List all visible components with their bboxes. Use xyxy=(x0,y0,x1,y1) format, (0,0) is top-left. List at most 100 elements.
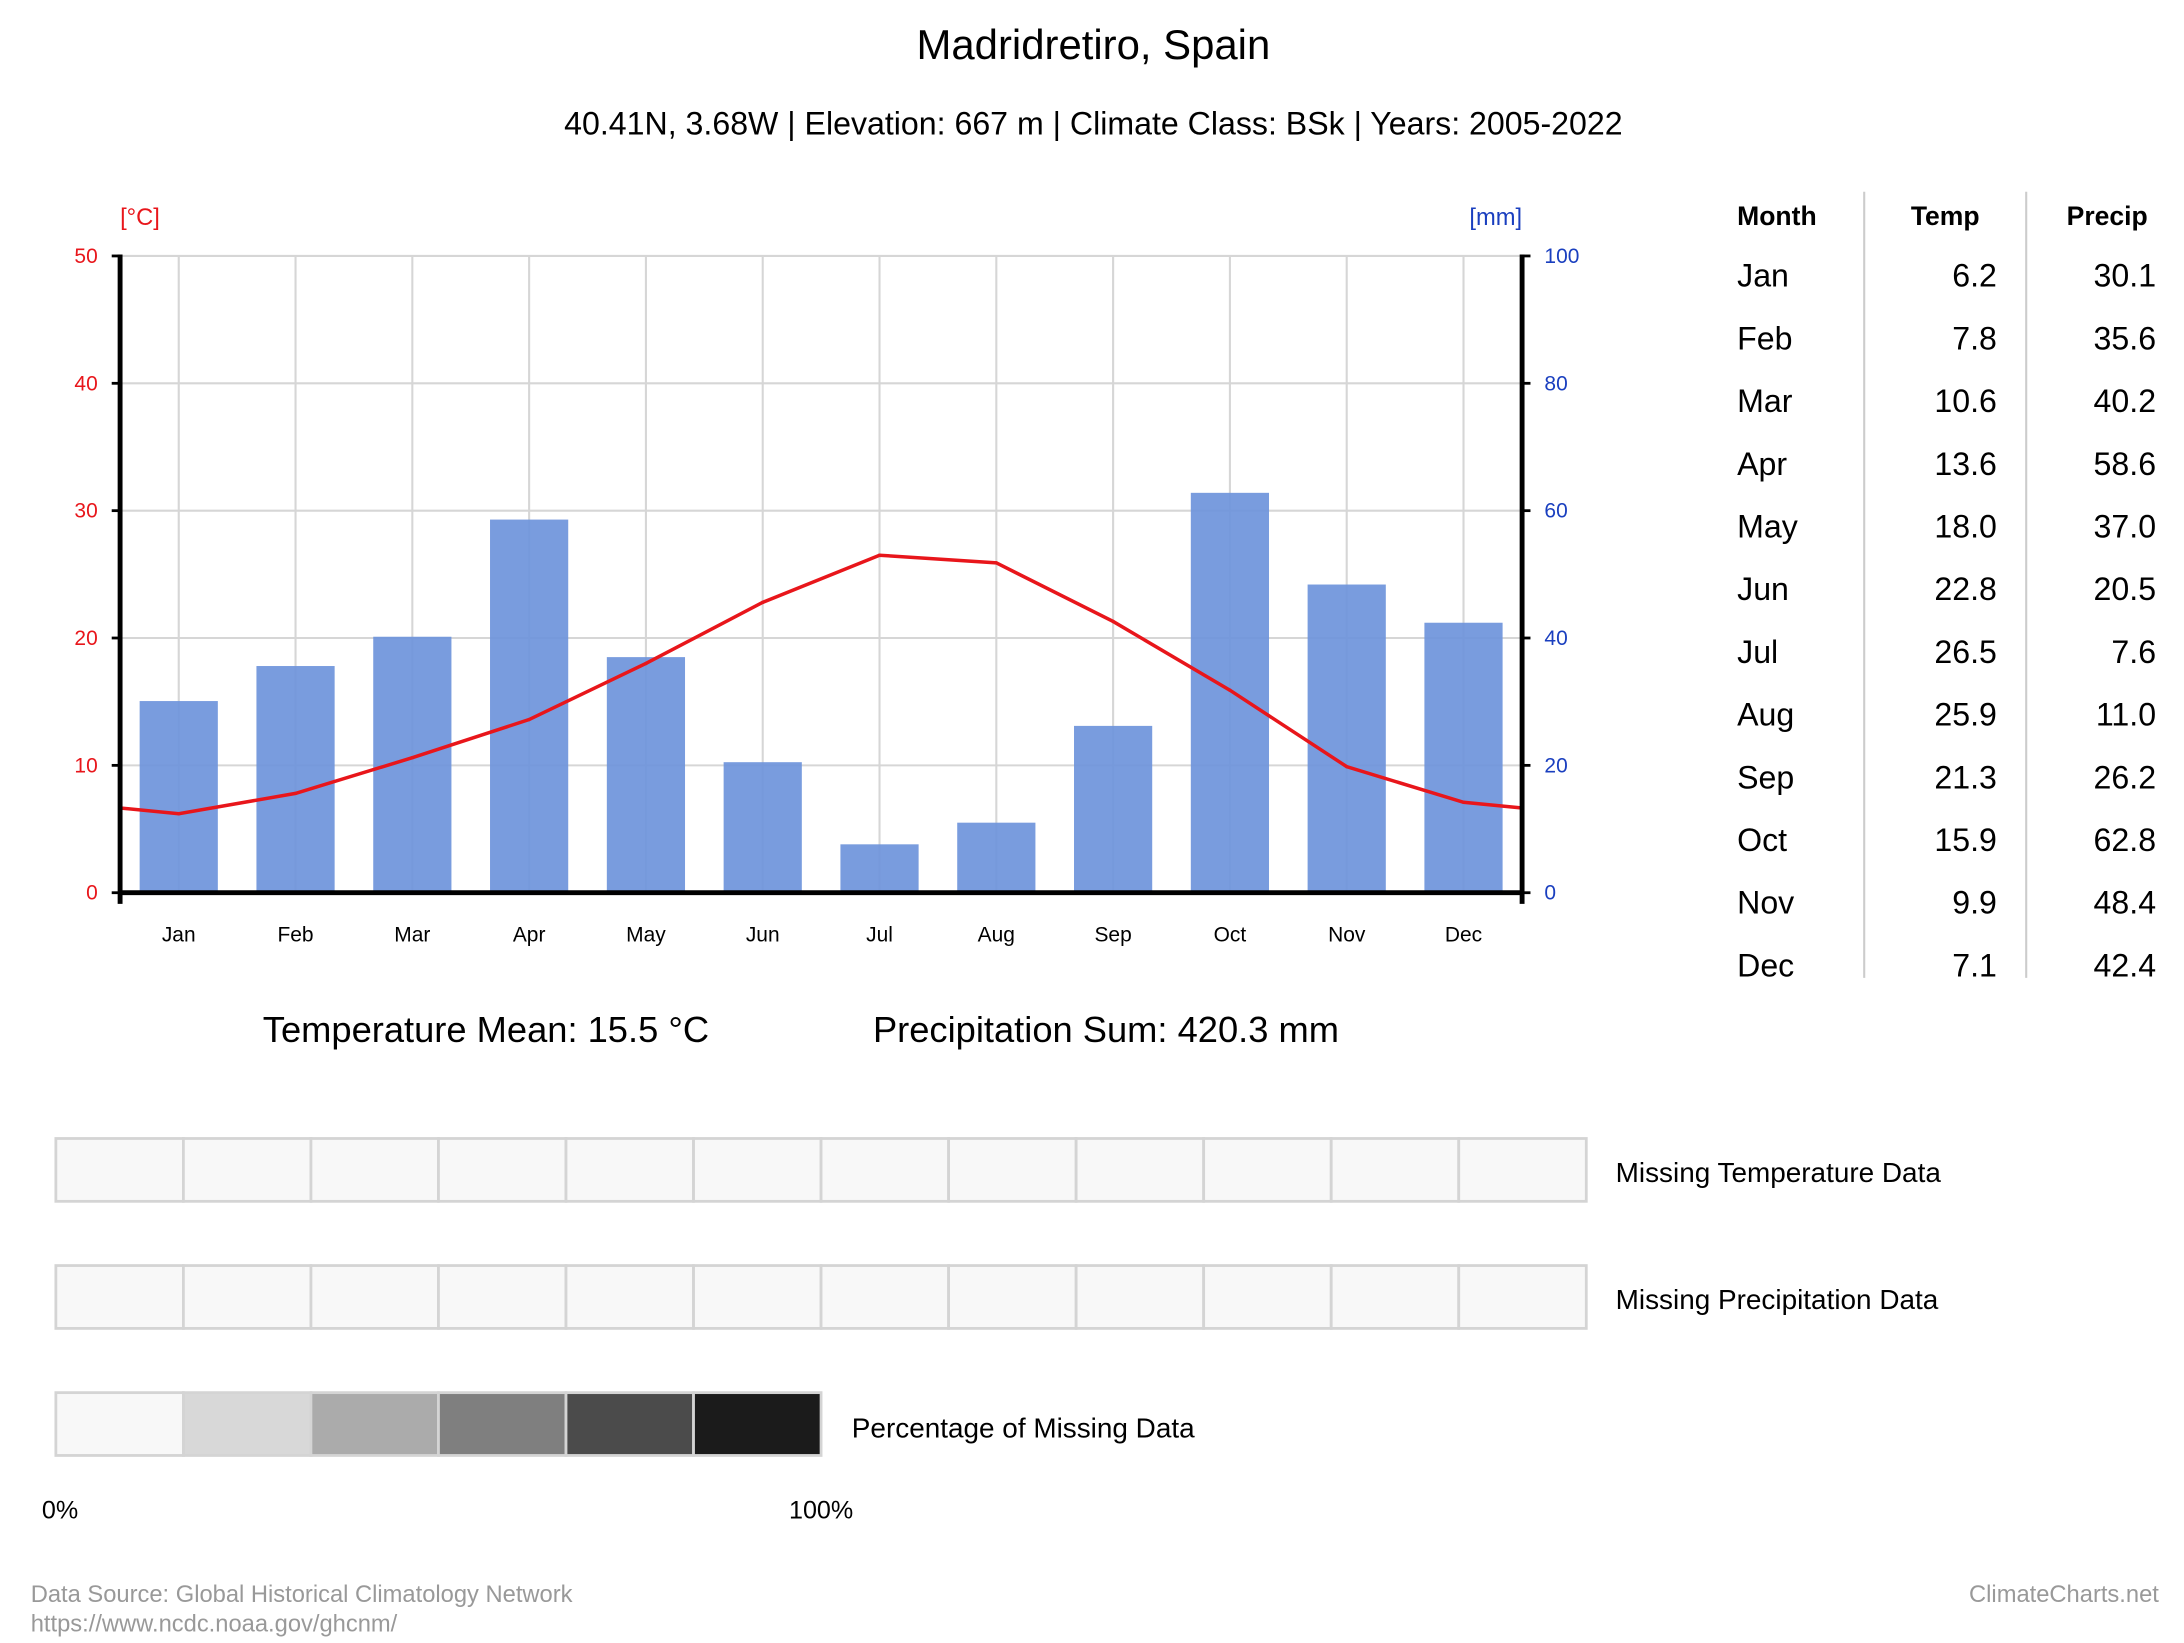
data-source: Data Source: Global Historical Climatolo… xyxy=(31,1582,573,1608)
precip-bar xyxy=(256,666,335,893)
missing-temp-cell xyxy=(564,1137,695,1203)
missing-precip-label: Missing Precipitation Data xyxy=(1616,1284,1939,1315)
brand-link[interactable]: ClimateCharts.net xyxy=(1969,1582,2159,1608)
precip-bar xyxy=(723,762,802,893)
x-tick-label: May xyxy=(626,924,666,947)
table-header: Month xyxy=(1737,201,1817,231)
missing-temp-cell xyxy=(1202,1137,1333,1203)
missing-temp-cell xyxy=(1074,1137,1206,1203)
missing-precip-cell xyxy=(54,1264,185,1330)
table-cell: 13.6 xyxy=(1934,446,1997,482)
x-tick-label: Jul xyxy=(866,924,893,947)
table-cell: 58.6 xyxy=(2094,446,2157,482)
table-cell: Jun xyxy=(1737,571,1789,607)
legend-max-label: 100% xyxy=(789,1496,853,1524)
table-cell: 62.8 xyxy=(2094,822,2157,858)
y-right-tick-label: 80 xyxy=(1544,372,1567,395)
climate-table: Month Temp Precip Jan 6.2 30.1 Feb 7.8 35.6 Mar 10… xyxy=(1737,191,2157,983)
table-cell: Mar xyxy=(1737,383,1793,419)
missing-precip-cell xyxy=(692,1264,823,1330)
missing-legend-swatch xyxy=(564,1391,695,1457)
missing-precip-cell xyxy=(1329,1264,1461,1330)
x-tick-label: Sep xyxy=(1094,924,1131,947)
x-tick-label: Feb xyxy=(277,924,313,947)
page-subtitle: 40.41N, 3.68W | Elevation: 667 m | Clima… xyxy=(564,105,1622,141)
precip-bar xyxy=(606,657,686,893)
x-tick-label: Apr xyxy=(513,924,546,947)
y-left-tick-label: 30 xyxy=(74,500,97,523)
x-tick-label: Oct xyxy=(1214,924,1247,947)
temperature-point xyxy=(994,561,998,565)
y-left-axis-label: [°C] xyxy=(120,205,160,231)
precip-bar xyxy=(1074,725,1153,893)
table-cell: Nov xyxy=(1737,885,1794,921)
precip-bar xyxy=(957,822,1036,893)
missing-temp-cell xyxy=(54,1137,185,1203)
climate-plot: [°C] [mm] 0 10 20 30 40 50 0 20 40 60 80 100 Jan Feb M… xyxy=(74,205,1579,946)
missing-precip-cell xyxy=(947,1264,1078,1330)
y-left-tick-label: 50 xyxy=(74,245,97,268)
precipitation-sum: Precipitation Sum: 420.3 mm xyxy=(873,1009,1339,1050)
y-left-tick-label: 20 xyxy=(74,627,97,650)
table-cell: 7.6 xyxy=(2111,634,2156,670)
missing-temp-cell xyxy=(692,1137,823,1203)
temperature-point xyxy=(293,791,298,796)
table-cell: 35.6 xyxy=(2094,320,2157,356)
missing-data-section xyxy=(54,1137,1588,1457)
table-cell: 48.4 xyxy=(2094,885,2157,921)
precip-bar xyxy=(1307,584,1386,893)
temperature-line xyxy=(119,553,1523,816)
table-cell: 30.1 xyxy=(2094,258,2157,294)
table-cell: Jul xyxy=(1737,634,1778,670)
missing-temp-cell xyxy=(181,1137,313,1203)
temperature-point xyxy=(877,553,882,557)
temperature-point xyxy=(1461,800,1466,804)
table-cell: 6.2 xyxy=(1952,258,1997,294)
missing-legend-swatch xyxy=(437,1391,568,1457)
page-title: Madridretiro, Spain xyxy=(917,21,1271,68)
table-cell: 20.5 xyxy=(2094,571,2157,607)
missing-precip-cell xyxy=(564,1264,695,1330)
x-tick-label: Nov xyxy=(1328,924,1366,947)
y-left-tick-label: 40 xyxy=(74,372,97,395)
table-cell: Dec xyxy=(1737,947,1794,983)
y-right-tick-label: 60 xyxy=(1544,500,1567,523)
table-cell: 21.3 xyxy=(1934,759,1997,795)
y-right-tick-label: 20 xyxy=(1544,754,1567,777)
missing-temp-cell xyxy=(309,1137,440,1203)
temperature-point xyxy=(1345,764,1349,769)
table-cell: 15.9 xyxy=(1934,822,1997,858)
table-cell: Feb xyxy=(1737,320,1792,356)
missing-precip-cell xyxy=(181,1264,313,1330)
temperature-mean: Temperature Mean: 15.5 °C xyxy=(263,1009,709,1050)
missing-precip-cell xyxy=(819,1264,950,1330)
table-cell: Aug xyxy=(1737,697,1794,733)
missing-temp-cell xyxy=(1329,1137,1461,1203)
x-tick-label: Mar xyxy=(394,924,430,947)
temperature-point xyxy=(177,812,181,816)
table-cell: 7.1 xyxy=(1952,947,1997,983)
missing-precip-cell xyxy=(1202,1264,1333,1330)
missing-precip-cell xyxy=(309,1264,440,1330)
y-right-tick-label: 40 xyxy=(1544,627,1567,650)
y-right-tick-label: 100 xyxy=(1544,245,1579,268)
table-cell: Jan xyxy=(1737,258,1789,294)
y-left-tick-label: 0 xyxy=(86,882,98,905)
y-right-tick-label: 0 xyxy=(1544,882,1556,905)
temperature-point xyxy=(644,661,648,666)
missing-temp-cell xyxy=(437,1137,568,1203)
table-cell: 40.2 xyxy=(2094,383,2157,419)
table-cell: 26.5 xyxy=(1934,634,1997,670)
table-cell: Sep xyxy=(1737,759,1794,795)
precip-bar xyxy=(139,701,218,893)
table-cell: 11.0 xyxy=(2096,697,2156,733)
precip-bar xyxy=(1190,492,1270,893)
x-tick-label: Dec xyxy=(1445,924,1482,947)
table-cell: 9.9 xyxy=(1952,885,1997,921)
y-left-tick-label: 10 xyxy=(74,754,97,777)
table-header: Temp xyxy=(1911,201,1980,231)
x-tick-label: Jan xyxy=(162,924,196,947)
missing-temp-cell xyxy=(1457,1137,1588,1203)
data-source-url[interactable]: https://www.ncdc.noaa.gov/ghcnm/ xyxy=(31,1611,398,1637)
